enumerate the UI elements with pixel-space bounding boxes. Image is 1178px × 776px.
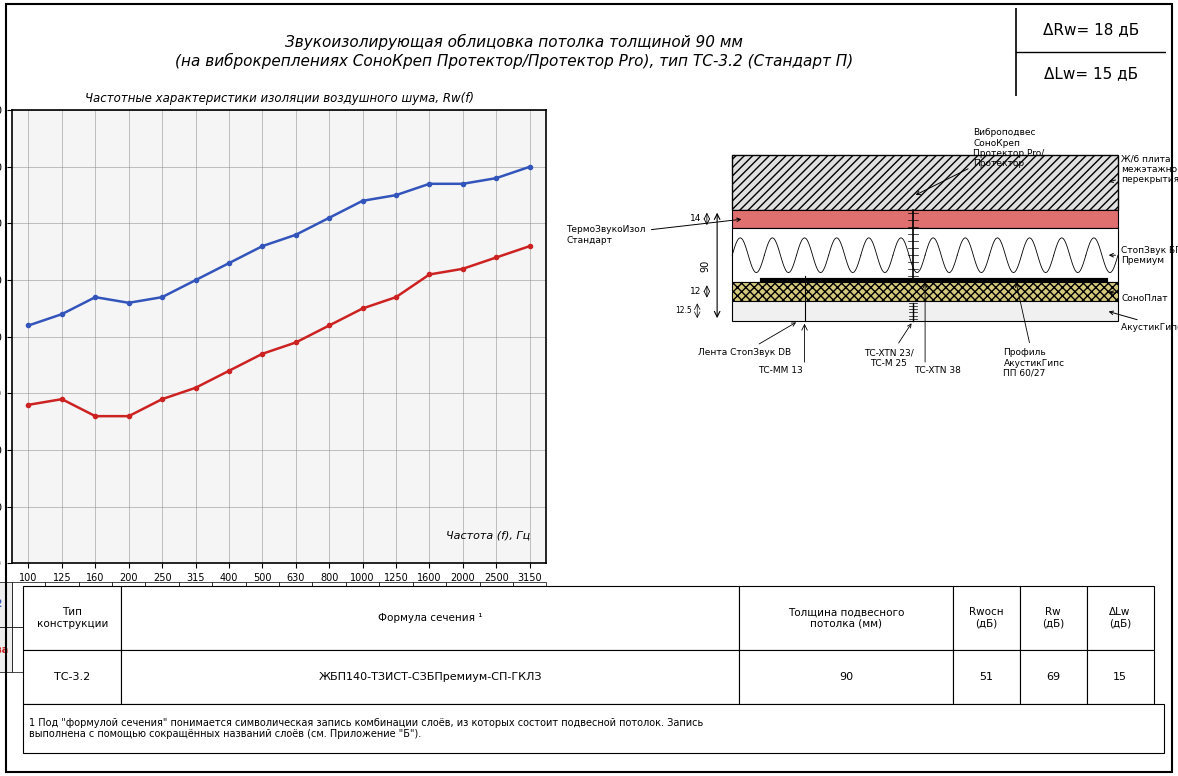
Text: Формула сечения ¹: Формула сечения ¹ — [378, 613, 483, 623]
Text: Лента СтопЗвук DB: Лента СтопЗвук DB — [697, 323, 795, 357]
FancyBboxPatch shape — [121, 586, 739, 650]
FancyBboxPatch shape — [1020, 586, 1086, 650]
Text: 12.5: 12.5 — [676, 307, 693, 315]
Text: Толщина подвесного
потолка (мм): Толщина подвесного потолка (мм) — [788, 608, 904, 629]
Text: Частота (f), Гц: Частота (f), Гц — [446, 531, 530, 541]
FancyBboxPatch shape — [24, 586, 121, 650]
Text: 15: 15 — [1113, 672, 1127, 682]
Polygon shape — [733, 282, 1118, 300]
Text: Ж/б плита
межэтажного
перекрытия: Ж/б плита межэтажного перекрытия — [1110, 154, 1178, 184]
Text: АкустикГипс ГКЛЗ: АкустикГипс ГКЛЗ — [1110, 311, 1178, 332]
Text: ТС-3.2: ТС-3.2 — [54, 672, 91, 682]
FancyBboxPatch shape — [24, 650, 121, 704]
Text: Rw
(дБ): Rw (дБ) — [1043, 608, 1064, 629]
FancyBboxPatch shape — [121, 650, 739, 704]
Polygon shape — [733, 300, 1118, 321]
Polygon shape — [733, 228, 1118, 282]
FancyBboxPatch shape — [1086, 650, 1153, 704]
Text: ЖБП140-ТЗИСТ-СЗБПремиум-СП-ГКЛЗ: ЖБП140-ТЗИСТ-СЗБПремиум-СП-ГКЛЗ — [318, 672, 542, 682]
Text: ΔRw= 18 дБ: ΔRw= 18 дБ — [1043, 23, 1139, 37]
Text: ТС-ММ 13: ТС-ММ 13 — [759, 366, 802, 376]
Text: Виброподвес
СоноКреп
Протектор Pro/
Протектор: Виброподвес СоноКреп Протектор Pro/ Прот… — [916, 128, 1045, 195]
Text: Rwосн
(дБ): Rwосн (дБ) — [968, 608, 1004, 629]
FancyBboxPatch shape — [953, 650, 1020, 704]
Text: 51: 51 — [979, 672, 993, 682]
Text: ТС-XTN 38: ТС-XTN 38 — [914, 366, 960, 376]
Text: 12: 12 — [689, 287, 701, 296]
FancyBboxPatch shape — [739, 650, 953, 704]
Polygon shape — [733, 155, 1118, 210]
Text: ΔLw= 15 дБ: ΔLw= 15 дБ — [1044, 66, 1138, 81]
Title: Частотные характеристики изоляции воздушного шума, Rw(f): Частотные характеристики изоляции воздуш… — [85, 92, 474, 105]
FancyBboxPatch shape — [739, 586, 953, 650]
Text: ТермоЗвукоИзол
Стандарт: ТермоЗвукоИзол Стандарт — [567, 218, 741, 244]
Text: ΔLw
(дБ): ΔLw (дБ) — [1108, 608, 1131, 629]
Text: ТС-XTN 23/
ТС-М 25: ТС-XTN 23/ ТС-М 25 — [863, 324, 914, 368]
Text: 69: 69 — [1046, 672, 1060, 682]
FancyBboxPatch shape — [1020, 650, 1086, 704]
Text: СтопЗвук БП
Премиум: СтопЗвук БП Премиум — [1110, 245, 1178, 265]
Text: Профиль
АкустикГипс
ПП 60/27: Профиль АкустикГипс ПП 60/27 — [1004, 284, 1065, 378]
Text: 14: 14 — [689, 214, 701, 223]
FancyBboxPatch shape — [1086, 586, 1153, 650]
FancyBboxPatch shape — [953, 586, 1020, 650]
Text: 1 Под "формулой сечения" понимается символическая запись комбинации слоёв, из ко: 1 Под "формулой сечения" понимается симв… — [29, 718, 703, 739]
Text: 90: 90 — [839, 672, 853, 682]
Text: Звукоизолирующая облицовка потолка толщиной 90 мм
(на виброкреплениях СоноКреп П: Звукоизолирующая облицовка потолка толщи… — [174, 34, 853, 69]
Text: Тип
конструкции: Тип конструкции — [37, 608, 108, 629]
FancyBboxPatch shape — [24, 704, 1164, 753]
Text: 90: 90 — [700, 259, 710, 272]
Text: СоноПлат: СоноПлат — [1110, 291, 1167, 303]
Polygon shape — [733, 210, 1118, 228]
